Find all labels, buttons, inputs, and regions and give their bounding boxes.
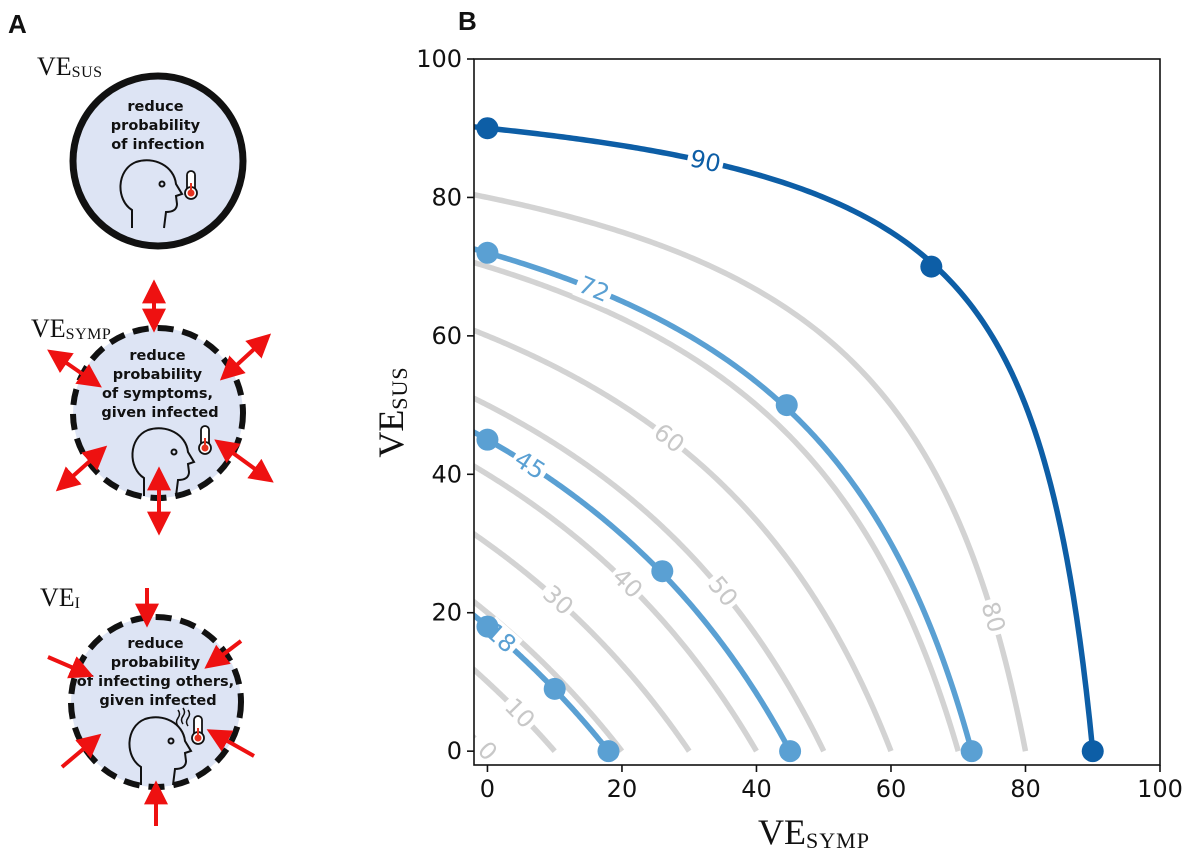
contour-label-bg: [535, 578, 581, 623]
red-arrow-icon: [47, 349, 102, 388]
data-point: [651, 560, 674, 583]
contour-label-bg: [507, 444, 552, 486]
grey-contours: [474, 191, 1029, 754]
red-arrow-icon: [206, 729, 255, 758]
head-profile-icon: [119, 159, 184, 229]
data-point: [920, 255, 943, 278]
data-point: [476, 615, 499, 638]
y-tick-label: 80: [431, 183, 462, 211]
head-profile-icon: [128, 716, 193, 786]
data-point: [597, 740, 620, 763]
mechanism-ve-i: VEI reduce probability of infecting othe…: [40, 583, 255, 826]
thermometer-icon: [191, 715, 205, 745]
ve-i-text: reduce probability of infecting others, …: [77, 636, 239, 709]
x-tick-label: 100: [1137, 775, 1183, 803]
red-arrow-icon: [204, 639, 243, 669]
x-tick-label: 60: [876, 775, 907, 803]
contour-45-line: [474, 429, 793, 753]
data-points: [476, 117, 1104, 763]
thermometer-icon: [198, 425, 212, 455]
contour-18-line: [474, 611, 611, 753]
mechanism-ve-symp: VESYMP reduce probability of symptoms, g…: [31, 279, 274, 536]
grey-contour-line: [474, 395, 827, 753]
thermometer-icon: [184, 170, 198, 200]
grey-contour-line: [474, 462, 759, 753]
data-point: [476, 241, 499, 264]
panel-a: A VESUS reduce probability of infection: [8, 9, 274, 826]
contour-label-bg: [572, 270, 616, 309]
panel-b-letter: B: [458, 6, 477, 36]
contour-label-90: 90: [687, 144, 723, 178]
mechanism-ve-sus: VESUS reduce probability of infection: [37, 52, 247, 250]
data-point: [476, 117, 499, 140]
axis-ticks: 0 20 40 60 80 100 0 20 40 60 80 100: [416, 45, 1183, 803]
data-point: [960, 740, 983, 763]
plot-frame: [473, 58, 1161, 766]
data-point: [543, 677, 566, 700]
red-arrow-icon: [60, 733, 102, 769]
y-tick-label: 100: [416, 45, 462, 73]
contour-72-line: [474, 246, 975, 752]
inward-arrows: [47, 588, 255, 826]
panel-a-letter: A: [8, 9, 27, 39]
contour-label-bg: [684, 144, 726, 179]
x-axis-title: VESYMP: [758, 812, 870, 853]
contour-label-bg: [701, 569, 745, 614]
x-tick-label: 0: [480, 775, 495, 803]
grey-contour-line: [474, 191, 1029, 752]
red-arrow-icon: [55, 445, 108, 492]
contour-90-line: [474, 124, 1096, 752]
red-arrow-icon: [219, 333, 272, 381]
contour-label-bg: [646, 416, 692, 460]
x-tick-label: 20: [607, 775, 638, 803]
ve-symp-text: reduce probability of symptoms, given in…: [101, 348, 218, 421]
contour-label-bg: [605, 561, 650, 606]
grey-contour-line: [474, 666, 557, 753]
contour-label-45: 45: [509, 445, 550, 485]
grey-contour-line: [474, 598, 625, 753]
ve-sus-label: VESUS: [37, 52, 103, 81]
contour-label-bg: [497, 691, 542, 736]
x-tick-label: 40: [741, 775, 772, 803]
y-tick-label: 20: [431, 599, 462, 627]
outward-arrows: [47, 279, 274, 536]
x-tick-label: 80: [1010, 775, 1041, 803]
breath-lines-icon: [175, 707, 191, 727]
data-point: [476, 428, 499, 451]
blue-contours: [474, 124, 1096, 753]
y-tick-label: 60: [431, 322, 462, 350]
red-arrow-icon: [47, 655, 94, 679]
grey-contour-line: [474, 259, 961, 752]
head-profile-icon: [131, 427, 196, 497]
ve-sus-circle: [69, 72, 247, 250]
y-axis-title: VESUS: [371, 366, 412, 457]
data-point: [775, 394, 798, 417]
ve-symp-label: VESYMP: [31, 314, 111, 343]
y-tick-label: 0: [447, 737, 462, 765]
contour-label-bg: [975, 596, 1011, 639]
y-tick-label: 40: [431, 460, 462, 488]
data-point: [779, 740, 802, 763]
contour-label-bg: [465, 729, 510, 774]
ve-i-label: VEI: [40, 583, 81, 612]
ve-sus-text: reduce probability of infection: [111, 99, 205, 153]
data-point: [1081, 740, 1104, 763]
red-arrow-icon: [214, 439, 274, 483]
